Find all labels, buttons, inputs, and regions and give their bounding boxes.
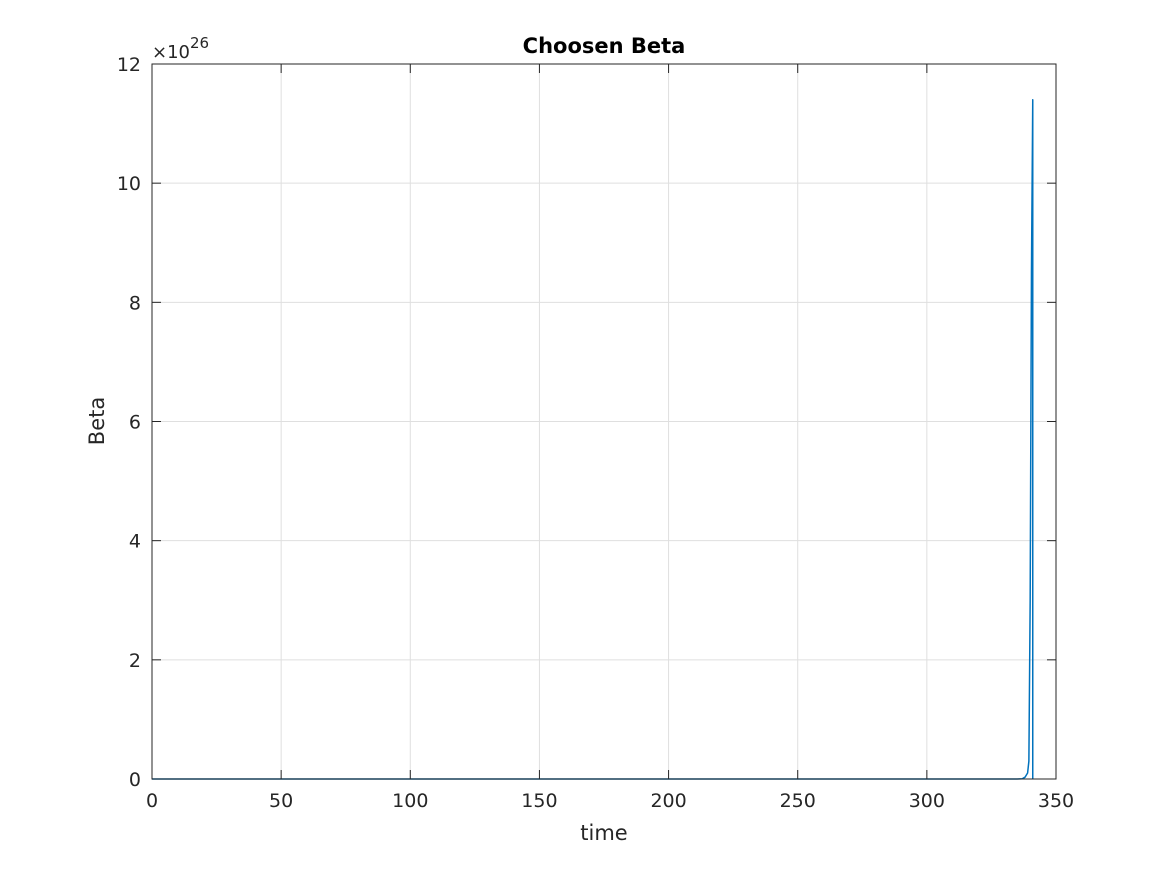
y-exponent-power: 26	[190, 34, 209, 52]
x-tick-label: 350	[1038, 790, 1074, 812]
y-tick-label: 10	[117, 173, 141, 195]
x-tick-label: 300	[909, 790, 945, 812]
x-tick-label: 100	[392, 790, 428, 812]
tick-marks	[151, 63, 1057, 780]
x-axis-label: time	[580, 821, 627, 845]
y-tick-label: 4	[129, 531, 141, 553]
y-exponent-base: ×10	[152, 42, 190, 63]
y-tick-label: 2	[129, 650, 141, 672]
y-tick-label: 8	[129, 292, 141, 314]
y-exponent-label: ×1026	[152, 34, 209, 63]
chart-title: Choosen Beta	[523, 34, 686, 58]
y-axis-label: Beta	[85, 397, 109, 445]
tick-labels: 0 50 100 150 200 250 300 350 0 2 4 6 8 10 12	[117, 54, 1074, 812]
y-tick-label: 12	[117, 54, 141, 76]
y-tick-label: 0	[129, 769, 141, 791]
x-tick-label: 50	[269, 790, 293, 812]
x-tick-label: 250	[780, 790, 816, 812]
y-tick-label: 6	[129, 412, 141, 434]
x-tick-label: 0	[146, 790, 158, 812]
x-tick-label: 150	[521, 790, 557, 812]
x-tick-label: 200	[650, 790, 686, 812]
